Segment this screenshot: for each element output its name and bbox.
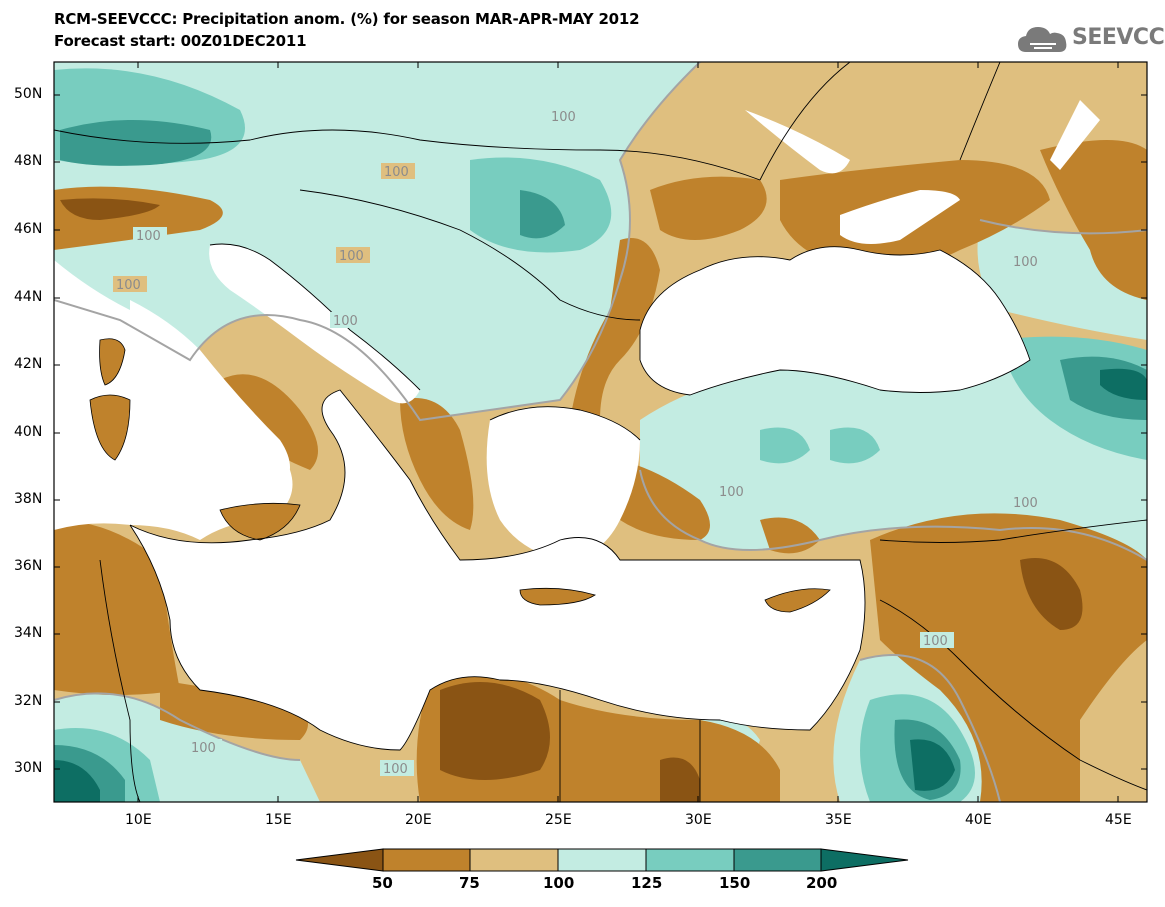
colorbar-label: 100 [543, 874, 575, 892]
missing-data-patches [745, 100, 1100, 174]
lon-label: 10E [125, 812, 152, 828]
lat-label: 48N [14, 153, 43, 169]
map-frame [53, 61, 1148, 803]
colorbar-label: 50 [372, 874, 393, 892]
seevccc-logo: SEEVCCC [1016, 22, 1165, 56]
contour-label: 100 [116, 278, 141, 293]
contour-label: 100 [384, 165, 409, 180]
colorbar-label: 200 [806, 874, 838, 892]
lon-label: 35E [825, 812, 852, 828]
contour-label: 100 [383, 762, 408, 777]
contour-label: 100 [333, 314, 358, 329]
lat-label: 44N [14, 289, 43, 305]
logo-text: SEEVCCC [1072, 25, 1165, 50]
contour-labels: 100 100 100 100 100 100 100 100 100 100 … [113, 108, 1044, 777]
lon-label: 30E [685, 812, 712, 828]
lat-label: 36N [14, 558, 43, 574]
lat-label: 50N [14, 86, 43, 102]
colorbar-segment [557, 848, 647, 872]
lat-label: 38N [14, 491, 43, 507]
axis-ticks [54, 62, 1147, 802]
colorbar-segment [295, 848, 384, 872]
contour-label: 100 [1013, 496, 1038, 511]
cloud-icon [1018, 27, 1067, 52]
borders [54, 62, 1147, 802]
colorbar-label: 150 [719, 874, 751, 892]
lat-label: 34N [14, 625, 43, 641]
forecast-start-label: Forecast start: 00Z01DEC2011 [54, 32, 307, 50]
colorbar [295, 848, 909, 872]
contour-label: 100 [551, 110, 576, 125]
colorbar-label: 75 [459, 874, 480, 892]
colorbar-label: 125 [631, 874, 663, 892]
islands [89, 338, 831, 613]
contour-label: 100 [339, 249, 364, 264]
contour-label: 100 [191, 741, 216, 756]
contour-label: 100 [923, 634, 948, 649]
lat-label: 30N [14, 760, 43, 776]
sea-mask [54, 190, 1030, 750]
colorbar-segment [820, 848, 909, 872]
lat-label: 46N [14, 221, 43, 237]
lon-label: 20E [405, 812, 432, 828]
lat-label: 42N [14, 356, 43, 372]
colorbar-segment [733, 848, 822, 872]
anomaly-well-below-normal [60, 198, 1083, 802]
colorbar-segment [382, 848, 471, 872]
lon-label: 25E [545, 812, 572, 828]
lon-label: 15E [265, 812, 292, 828]
contour-label: 100 [719, 485, 744, 500]
lat-label: 32N [14, 693, 43, 709]
contour-label: 100 [1013, 255, 1038, 270]
colorbar-segment [469, 848, 559, 872]
lon-label: 45E [1105, 812, 1132, 828]
anomaly-strongly-above-normal [54, 120, 1147, 802]
contour-100 [54, 62, 1147, 802]
lat-label: 40N [14, 424, 43, 440]
contour-label: 100 [136, 229, 161, 244]
lon-label: 40E [965, 812, 992, 828]
map-title: RCM-SEEVCCC: Precipitation anom. (%) for… [54, 10, 640, 28]
colorbar-segment [645, 848, 735, 872]
